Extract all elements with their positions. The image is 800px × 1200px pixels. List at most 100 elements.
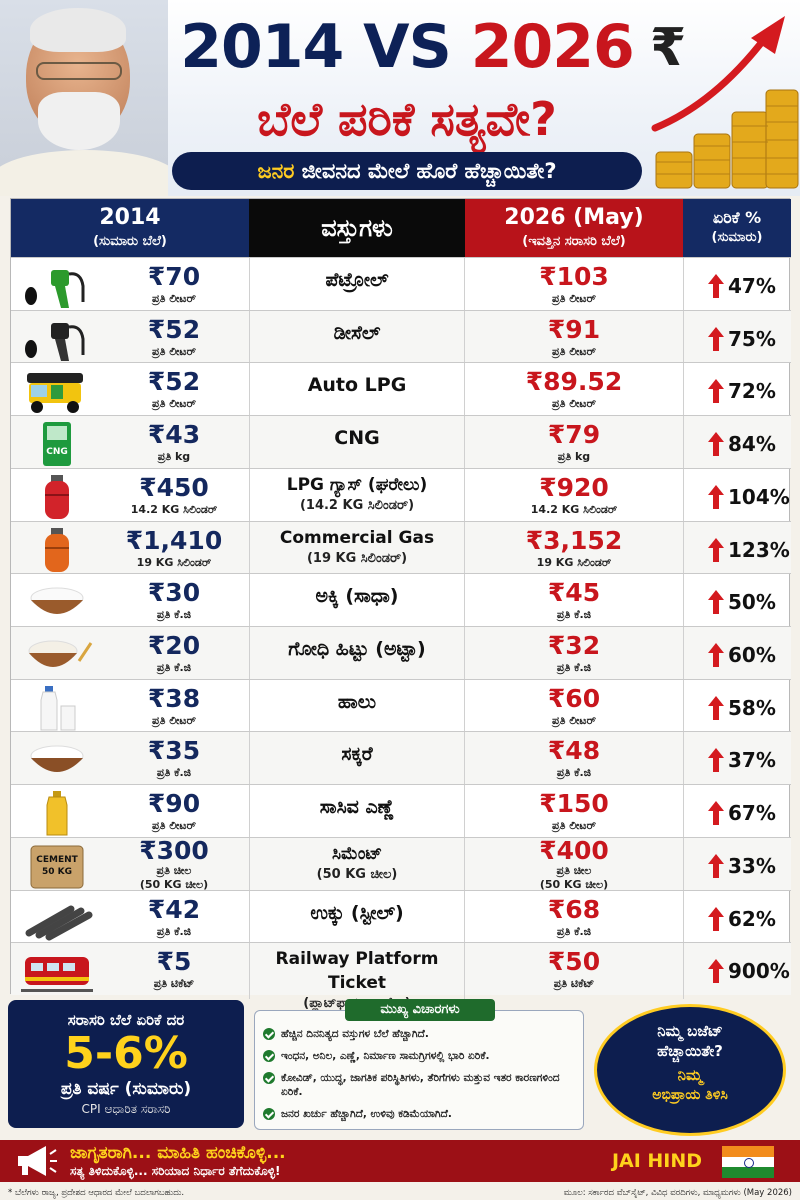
header-items-label: ವಸ್ತುಗಳು	[321, 214, 393, 242]
header-increase: ಏರಿಕೆ % (ಸುಮಾರು)	[683, 199, 791, 257]
unit-2014: ಪ್ರತಿ ಲೀಟರ್	[152, 397, 196, 411]
up-arrow-icon	[708, 326, 724, 351]
auto-rickshaw-icon	[13, 363, 99, 419]
header-2026-label: 2026 (May)	[504, 205, 644, 230]
price-2026-cell: ₹91 ಪ್ರತಿ ಲೀಟರ್	[465, 311, 683, 367]
price-2014-cell: ₹1,410 19 KG ಸಿಲಿಂಡರ್	[99, 522, 249, 578]
unit-2026: ಪ್ರತಿ ಲೀಟರ್	[552, 713, 596, 727]
item-cell: CNG	[249, 416, 465, 473]
increase-cell: 60%	[683, 627, 791, 683]
price-2026-cell: ₹103 ಪ್ರತಿ ಲೀಟರ್	[465, 258, 683, 314]
price-2014: ₹52	[147, 314, 201, 344]
unit-2014: ಪ್ರತಿ ಕೆ.ಜಿ	[156, 924, 192, 938]
key-points-title: ಮುಖ್ಯ ವಿಚಾರಗಳು	[345, 999, 495, 1021]
increase-cell: 900%	[683, 943, 791, 1000]
average-value: 5-6%	[64, 1028, 188, 1079]
item-name: ಹಾಲು	[337, 690, 377, 713]
item-name: ಅಕ್ಕಿ (ಸಾಧಾ)	[315, 585, 399, 608]
header-2026-sub: (ಇವತ್ತಿನ ಸರಾಸರಿ ಬೆಲೆ)	[522, 234, 626, 249]
unit-2026: ಪ್ರತಿ ಕೆ.ಜಿ	[556, 661, 592, 674]
rising-arrow-icon	[651, 16, 785, 132]
price-2026: ₹48	[547, 736, 601, 766]
item-cell: LPG ಗ್ಯಾಸ್ (ಘರೇಲು) (14.2 KG ಸಿಲಿಂಡರ್)	[249, 468, 465, 525]
table-row: ₹90 ಪ್ರತಿ ಲೀಟರ್ ಸಾಸಿವ ಎಣ್ಣೆ ₹150 ಪ್ರತಿ ಲೀಟರ್…	[11, 784, 791, 842]
price-2026: ₹400	[539, 835, 609, 865]
item-cell: ಸಿಮೆಂಟ್ (50 KG ಚೀಲ)	[249, 837, 465, 894]
price-2026: ₹920	[539, 472, 609, 502]
item-name: ಪೆಟ್ರೋಲ್	[325, 269, 389, 291]
unit-2014: ಪ್ರತಿ ಲೀಟರ್	[152, 713, 196, 727]
average-rate-box: ಸರಾಸರಿ ಬೆಲೆ ಏರಿಕೆ ದರ 5-6% ಪ್ರತಿ ವರ್ಷ (ಸು…	[8, 1000, 244, 1128]
table-row: ₹1,410 19 KG ಸಿಲಿಂಡರ್ Commercial Gas (19 KG…	[11, 520, 791, 578]
up-arrow-icon	[708, 853, 724, 878]
increase-value: 84%	[728, 432, 776, 457]
item-cell: ಡೀಸೆಲ್	[249, 310, 465, 367]
price-2014: ₹43	[147, 420, 201, 450]
header-2014-sub: (ಸುಮಾರು ಬೆಲೆ)	[93, 234, 167, 249]
unit-2014: ಪ್ರತಿ ಚೀಲ	[156, 863, 192, 877]
price-2026: ₹79	[547, 420, 601, 450]
increase-cell: 123%	[683, 521, 791, 578]
item-name: Railway Platform Ticket	[275, 949, 439, 994]
up-arrow-icon	[708, 906, 724, 931]
item-name: ಉಕ್ಕು (ಸ್ಟೀಲ್)	[310, 901, 404, 924]
price-2026: ₹68	[547, 894, 601, 924]
price-2026-cell: ₹920 14.2 KG ಸಿಲಿಂಡರ್	[465, 469, 683, 525]
item-cell: ಸಕ್ಕರೆ	[249, 732, 465, 789]
increase-cell: 104%	[683, 468, 791, 525]
header-banner: 2014 VS 2026 ₹ ಬೆಲೆ ಪರಿಕೆ ಸತ್ಯವೇ? ಜನರ ಜೀ…	[0, 0, 800, 196]
key-point: ಕೋವಿಡ್, ಯುದ್ಧ, ಜಾಗತಿಕ ಪರಿಸ್ಥಿತಿಗಳು, ತೆರಿ…	[263, 1071, 579, 1099]
price-2026-cell: ₹50 ಪ್ರತಿ ಟಿಕೆಟ್	[465, 943, 683, 999]
unit-2026: ಪ್ರತಿ ಟಿಕೆಟ್	[553, 977, 595, 991]
price-2014-cell: ₹42 ಪ್ರತಿ ಕೆ.ಜಿ	[99, 891, 249, 947]
increase-value: 33%	[728, 853, 776, 878]
price-2014: ₹5	[156, 947, 192, 977]
price-2014-cell: ₹30 ಪ್ರತಿ ಕೆ.ಜಿ	[99, 574, 249, 630]
megaphone-icon	[18, 1146, 57, 1176]
key-point: ಇಂಧನ, ಅನಿಲ, ಎಣ್ಣೆ, ನಿರ್ಮಾಣ ಸಾಮಗ್ರಿಗಳಲ್ಲಿ…	[263, 1049, 579, 1063]
budget-line2: ಹೆಚ್ಚಾಯಿತೇ?	[657, 1042, 723, 1060]
unit-2026: ಪ್ರತಿ ಚೀಲ	[556, 863, 592, 877]
price-2014: ₹42	[147, 894, 201, 924]
unit-2026: ಪ್ರತಿ kg	[557, 450, 591, 464]
price-2014-cell: ₹70 ಪ್ರತಿ ಲೀಟರ್	[99, 258, 249, 314]
price-2026: ₹60	[547, 683, 601, 713]
price-2014-cell: ₹38 ಪ್ರತಿ ಲೀಟರ್	[99, 680, 249, 736]
subtitle-banner: ಜನರ ಜೀವನದ ಮೇಲೆ ಹೊರೆ ಹೆಚ್ಚಾಯಿತೇ?	[172, 152, 642, 190]
check-icon	[263, 1050, 275, 1062]
unit-2026: ಪ್ರತಿ ಲೀಟರ್	[552, 397, 596, 411]
increase-value: 50%	[728, 590, 776, 615]
footnote-left: * ಬೆಲೆಗಳು ರಾಜ್ಯ, ಪ್ರದೇಶದ ಆಧಾರದ ಮೇಲೆ ಬದಲಾ…	[8, 1188, 185, 1198]
up-arrow-icon	[708, 695, 724, 720]
title-question: ಬೆಲೆ ಪರಿಕೆ ಸತ್ಯವೇ?	[257, 92, 557, 146]
up-arrow-icon	[708, 432, 724, 457]
item-cell: ಪೆಟ್ರೋಲ್	[249, 258, 465, 314]
price-2026-cell: ₹45 ಪ್ರತಿ ಕೆ.ಜಿ	[465, 574, 683, 630]
up-arrow-icon	[708, 590, 724, 615]
price-2014: ₹52	[147, 367, 201, 397]
price-2014-cell: ₹43 ಪ್ರತಿ kg	[99, 416, 249, 472]
budget-line3: ನಿಮ್ಮ	[677, 1066, 703, 1084]
price-2014-cell: ₹52 ಪ್ರತಿ ಲೀಟರ್	[99, 311, 249, 367]
table-row: ₹52 ಪ್ರತಿ ಲೀಟರ್ Auto LPG ₹89.52 ಪ್ರತಿ ಲೀಟರ್ 7…	[11, 362, 791, 420]
item-name: ಸಕ್ಕರೆ	[341, 743, 373, 766]
price-2026-cell: ₹400 ಪ್ರತಿ ಚೀಲ (50 KG ಚೀಲ)	[465, 835, 683, 894]
unit-2014: ಪ್ರತಿ kg	[157, 450, 191, 464]
price-2026-cell: ₹32 ಪ್ರತಿ ಕೆ.ಜಿ	[465, 627, 683, 683]
steel-rods-icon	[13, 891, 99, 947]
price-2014: ₹300	[139, 835, 209, 865]
price-2026: ₹3,152	[525, 525, 623, 555]
gas-cylinder-orange-icon	[13, 522, 99, 578]
price-2026-cell: ₹89.52 ಪ್ರತಿ ಲೀಟರ್	[465, 363, 683, 419]
up-arrow-icon	[708, 643, 724, 667]
increase-cell: 47%	[683, 258, 791, 314]
average-period: ಪ್ರತಿ ವರ್ಷ (ಸುಮಾರು)	[60, 1079, 192, 1099]
item-name: CNG	[334, 427, 380, 450]
item-name: Commercial Gas	[279, 527, 435, 548]
increase-value: 123%	[728, 537, 790, 562]
unit-2014: ಪ್ರತಿ ಲೀಟರ್	[152, 292, 196, 305]
increase-value: 58%	[728, 695, 776, 720]
item-cell: Railway Platform Ticket(ಪ್ಲಾಟ್‌ಫಾರ್ಮ್ ಟಿ…	[249, 943, 465, 1011]
unit-2014: ಪ್ರತಿ ಲೀಟರ್	[152, 344, 196, 358]
price-2014: ₹90	[147, 789, 201, 819]
